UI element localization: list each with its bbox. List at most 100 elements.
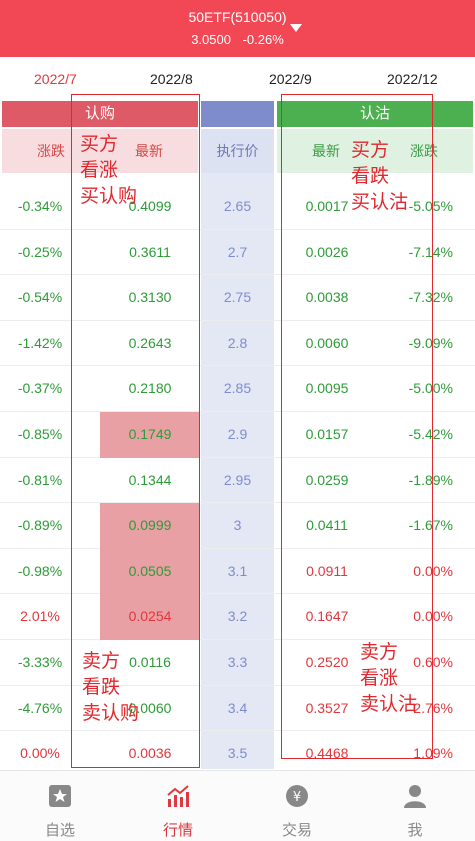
table-row[interactable]: -0.34% 0.4099 2.65 0.0017 -5.05%: [0, 184, 475, 230]
tab-trade[interactable]: ¥ 交易: [257, 771, 337, 841]
put-last-cell[interactable]: 0.0017: [305, 198, 349, 214]
table-row[interactable]: -1.42% 0.2643 2.8 0.0060 -9.09%: [0, 321, 475, 367]
call-change-cell[interactable]: -0.37%: [17, 380, 63, 397]
put-change-cell[interactable]: -1.89%: [408, 471, 453, 488]
table-row[interactable]: -0.81% 0.1344 2.95 0.0259 -1.89%: [0, 458, 475, 504]
table-row[interactable]: -0.89% 0.0999 3 0.0411 -1.67%: [0, 503, 475, 549]
call-last-cell[interactable]: 0.2180: [128, 380, 172, 397]
call-change-cell[interactable]: -4.76%: [17, 699, 63, 716]
strike-cell[interactable]: 3.4: [227, 699, 248, 716]
strike-cell[interactable]: 2.9: [227, 426, 248, 442]
tab-label: 我: [407, 822, 423, 839]
call-last-cell[interactable]: 0.2643: [128, 334, 172, 351]
call-last-cell[interactable]: 0.0999: [100, 503, 200, 549]
strike-cell[interactable]: 2.75: [223, 289, 252, 306]
strike-cell[interactable]: 2.65: [223, 198, 252, 214]
col-strike[interactable]: 执行价: [201, 129, 274, 173]
call-last-cell[interactable]: 0.0060: [128, 699, 172, 716]
call-change-cell[interactable]: 2.01%: [20, 608, 60, 625]
put-last-cell[interactable]: 0.0060: [305, 334, 349, 351]
put-last-cell[interactable]: 0.0157: [305, 426, 349, 442]
put-change-cell[interactable]: -5.05%: [408, 198, 453, 214]
table-row[interactable]: -0.37% 0.2180 2.85 0.0095 -5.00%: [0, 366, 475, 412]
put-change-cell[interactable]: -5.00%: [408, 380, 453, 397]
col-call-last[interactable]: 最新: [100, 129, 198, 173]
table-row[interactable]: -3.33% 0.0116 3.3 0.2520 0.60%: [0, 640, 475, 686]
put-change-cell[interactable]: -9.09%: [408, 334, 453, 351]
call-last-cell[interactable]: 0.3611: [129, 243, 171, 260]
table-row[interactable]: -0.25% 0.3611 2.7 0.0026 -7.14%: [0, 230, 475, 276]
call-last-cell[interactable]: 0.0505: [100, 548, 200, 595]
put-change-cell[interactable]: 2.76%: [413, 699, 453, 716]
call-sell-note: 卖方 看跌 卖认购: [82, 651, 140, 724]
put-change-cell[interactable]: -7.32%: [408, 289, 453, 306]
call-change-cell[interactable]: -0.34%: [17, 198, 63, 214]
header-bar: 50ETF(510050) 3.0500 -0.26%: [0, 0, 475, 57]
call-change-cell[interactable]: -0.89%: [17, 517, 63, 534]
table-row[interactable]: -0.85% 0.1749 2.9 0.0157 -5.42%: [0, 412, 475, 458]
table-row[interactable]: -0.54% 0.3130 2.75 0.0038 -7.32%: [0, 275, 475, 321]
tab-month-1[interactable]: 2022/8: [150, 71, 193, 87]
call-last-cell[interactable]: 0.0036: [128, 745, 172, 762]
chevron-down-icon[interactable]: [290, 24, 302, 32]
put-change-cell[interactable]: 1.09%: [413, 745, 453, 762]
call-change-cell[interactable]: -0.85%: [17, 426, 63, 442]
put-annotation-box: [281, 94, 433, 759]
call-change-cell[interactable]: -3.33%: [17, 654, 63, 670]
put-last-cell[interactable]: 0.0026: [305, 243, 349, 260]
call-change-cell[interactable]: -1.42%: [17, 334, 63, 351]
strike-cell[interactable]: 3.3: [227, 654, 248, 670]
call-last-cell[interactable]: 0.0254: [100, 594, 200, 640]
put-change-cell[interactable]: -7.14%: [408, 243, 453, 260]
strike-column-bg: [201, 173, 274, 769]
put-change-cell[interactable]: 0.60%: [413, 654, 453, 670]
underlying-title[interactable]: 50ETF(510050): [188, 9, 287, 25]
put-change-cell[interactable]: 0.00%: [413, 562, 453, 579]
strike-cell[interactable]: 2.95: [223, 471, 252, 488]
table-row[interactable]: -4.76% 0.0060 3.4 0.3527 2.76%: [0, 686, 475, 732]
call-last-cell[interactable]: 0.1344: [128, 471, 172, 488]
tab-watchlist[interactable]: 自选: [20, 771, 100, 841]
call-buy-note: 买方 看涨 买认购: [80, 134, 138, 207]
put-change-cell[interactable]: 0.00%: [413, 608, 453, 625]
call-change-cell[interactable]: 0.00%: [20, 745, 60, 762]
put-last-cell[interactable]: 0.0095: [305, 380, 349, 397]
call-last-cell[interactable]: 0.0116: [129, 654, 171, 670]
call-change-cell[interactable]: -0.98%: [17, 562, 63, 579]
svg-text:¥: ¥: [293, 790, 301, 805]
put-last-cell[interactable]: 0.0259: [305, 471, 349, 488]
table-row[interactable]: -0.98% 0.0505 3.1 0.0911 0.00%: [0, 548, 475, 595]
col-put-change[interactable]: 涨跌: [375, 129, 473, 173]
put-last-cell[interactable]: 0.0411: [306, 517, 348, 534]
call-change-cell[interactable]: -0.81%: [17, 471, 63, 488]
strike-cell[interactable]: 3.5: [227, 745, 248, 762]
call-last-cell[interactable]: 0.1749: [100, 412, 200, 458]
strike-cell[interactable]: 2.8: [227, 334, 248, 351]
put-last-cell[interactable]: 0.0038: [305, 289, 349, 306]
table-row[interactable]: 2.01% 0.0254 3.2 0.1647 0.00%: [0, 594, 475, 640]
put-last-cell[interactable]: 0.1647: [305, 608, 349, 625]
tab-me[interactable]: 我: [375, 771, 455, 841]
call-change-cell[interactable]: -0.25%: [17, 243, 63, 260]
call-last-cell[interactable]: 0.4099: [128, 198, 172, 214]
strike-cell[interactable]: 3.2: [227, 608, 248, 625]
put-last-cell[interactable]: 0.0911: [306, 562, 348, 579]
strike-cell[interactable]: 2.7: [227, 243, 248, 260]
put-last-cell[interactable]: 0.4468: [305, 745, 349, 762]
strike-cell[interactable]: 2.85: [223, 380, 252, 397]
call-change-cell[interactable]: -0.54%: [17, 289, 63, 306]
call-last-cell[interactable]: 0.3130: [128, 289, 172, 306]
col-call-change[interactable]: 涨跌: [2, 129, 100, 173]
tab-market[interactable]: 行情: [138, 771, 218, 841]
strike-cell[interactable]: 3.1: [227, 562, 248, 579]
put-change-cell[interactable]: -1.67%: [408, 517, 453, 534]
put-change-cell[interactable]: -5.42%: [408, 426, 453, 442]
tab-month-2[interactable]: 2022/9: [269, 71, 312, 87]
put-last-cell[interactable]: 0.3527: [305, 699, 349, 716]
bottom-tab-bar: 自选 行情 ¥ 交易 我: [0, 770, 475, 841]
tab-month-0[interactable]: 2022/7: [34, 71, 77, 87]
tab-month-3[interactable]: 2022/12: [387, 71, 438, 87]
strike-cell[interactable]: 3: [233, 517, 242, 534]
col-put-last[interactable]: 最新: [277, 129, 375, 173]
put-last-cell[interactable]: 0.2520: [305, 654, 349, 670]
